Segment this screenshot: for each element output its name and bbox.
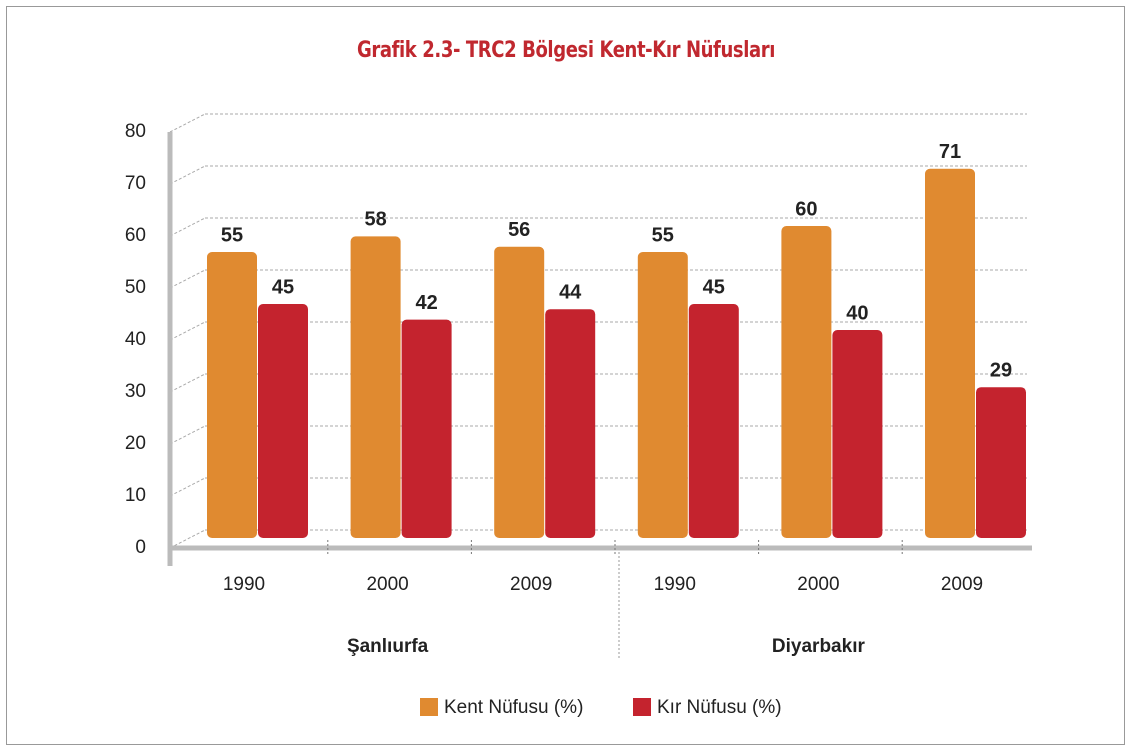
value-label: 44 <box>559 281 582 303</box>
x-tick-label: 2009 <box>941 574 983 595</box>
grid-diagonal <box>169 373 206 393</box>
legend-swatch <box>420 698 438 716</box>
chart-title: Grafik 2.3- TRC2 Bölgesi Kent-Kır Nüfusl… <box>357 36 775 62</box>
y-tick-label: 40 <box>125 329 146 350</box>
grid-diagonal <box>169 165 206 185</box>
value-label: 55 <box>652 224 674 246</box>
value-label: 29 <box>990 359 1012 381</box>
bar <box>401 319 452 538</box>
bar <box>207 252 257 538</box>
bar <box>494 246 545 539</box>
legend-label: Kır Nüfusu (%) <box>657 697 782 718</box>
grid-diagonal <box>169 113 206 133</box>
grid-diagonal <box>169 425 206 445</box>
y-tick-label: 60 <box>125 225 146 246</box>
y-tick-label: 0 <box>135 537 146 558</box>
value-label: 56 <box>508 219 530 241</box>
x-tick-label: 1990 <box>654 574 696 595</box>
value-label: 55 <box>221 224 243 246</box>
grid-diagonal <box>169 217 206 237</box>
group-label: Şanlıurfa <box>347 636 429 657</box>
legend-swatch <box>633 698 651 716</box>
bar <box>258 304 308 538</box>
value-label: 42 <box>415 292 437 314</box>
bar <box>781 226 832 538</box>
legend-label: Kent Nüfusu (%) <box>444 697 583 718</box>
x-tick-label: 2009 <box>510 574 552 595</box>
y-tick-label: 10 <box>125 485 146 506</box>
bar <box>637 252 688 538</box>
y-tick-label: 70 <box>125 173 146 194</box>
grid-diagonal <box>169 529 206 549</box>
y-tick-label: 80 <box>125 121 146 142</box>
group-label: Diyarbakır <box>772 636 866 657</box>
value-label: 40 <box>846 302 868 324</box>
bar <box>976 387 1026 538</box>
bar <box>350 236 401 538</box>
y-tick-label: 30 <box>125 381 146 402</box>
y-tick-label: 50 <box>125 277 146 298</box>
bar <box>545 309 596 538</box>
grid-diagonal <box>169 269 206 289</box>
value-label: 60 <box>795 198 817 220</box>
bar <box>832 330 883 538</box>
bar <box>688 304 739 538</box>
x-tick-label: 1990 <box>223 574 265 595</box>
value-label: 71 <box>939 141 961 163</box>
x-tick-label: 2000 <box>366 574 408 595</box>
grid-diagonal <box>169 321 206 341</box>
x-tick-label: 2000 <box>797 574 839 595</box>
y-tick-label: 20 <box>125 433 146 454</box>
bar <box>925 168 975 539</box>
value-label: 45 <box>272 276 294 298</box>
value-label: 45 <box>703 276 725 298</box>
value-label: 58 <box>364 209 386 231</box>
grid-diagonal <box>169 477 206 497</box>
